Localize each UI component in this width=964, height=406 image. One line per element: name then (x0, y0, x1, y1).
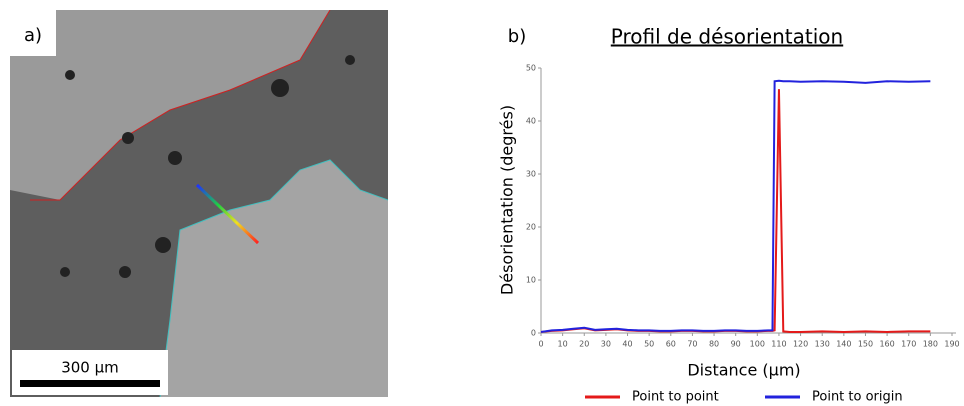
x-tick-label: 90 (731, 340, 741, 349)
x-axis-label: Distance (µm) (687, 361, 800, 380)
pore (168, 151, 182, 165)
micrograph (10, 10, 388, 397)
x-tick-label: 150 (858, 340, 873, 349)
x-tick-label: 60 (666, 340, 676, 349)
pore (271, 79, 289, 97)
x-tick-label: 30 (601, 340, 611, 349)
x-tick-label: 100 (750, 340, 765, 349)
x-tick-label: 0 (538, 340, 543, 349)
x-tick-label: 190 (944, 340, 959, 349)
panel-label: b) (508, 26, 526, 47)
y-tick-label: 10 (526, 276, 536, 285)
y-tick-label: 40 (526, 117, 536, 126)
pore (60, 267, 70, 277)
x-tick-label: 110 (771, 340, 786, 349)
x-tick-label: 70 (687, 340, 697, 349)
pore (155, 237, 171, 253)
x-tick-label: 80 (709, 340, 719, 349)
series-line (540, 79, 931, 333)
x-tick-label: 140 (836, 340, 851, 349)
x-tick-label: 50 (644, 340, 654, 349)
pore (119, 266, 131, 278)
grain-boundary (30, 10, 331, 201)
pore (65, 70, 75, 80)
x-tick-label: 10 (558, 340, 568, 349)
legend-label: Point to origin (812, 390, 903, 405)
chart-title: Profil de désorientation (611, 25, 843, 49)
x-tick-label: 160 (879, 340, 894, 349)
y-axis-label: Désorientation (degrés) (498, 105, 517, 295)
x-tick-label: 120 (793, 340, 808, 349)
y-tick-label: 50 (526, 64, 536, 73)
grain-boundary (159, 159, 388, 397)
pore (122, 132, 134, 144)
profile-line (195, 183, 260, 245)
x-tick-label: 170 (901, 340, 916, 349)
x-tick-label: 20 (579, 340, 589, 349)
legend-label: Point to point (632, 390, 719, 405)
y-tick-label: 20 (526, 223, 536, 232)
label-box (10, 10, 56, 56)
scale-bar-label: 300 µm (61, 359, 119, 377)
light-grain (160, 160, 388, 397)
scale-bar-box (12, 350, 168, 395)
pore (345, 55, 355, 65)
series-line (540, 89, 931, 333)
y-tick-label: 30 (526, 170, 536, 179)
x-tick-label: 130 (815, 340, 830, 349)
y-tick-label: 0 (531, 329, 536, 338)
x-tick-label: 40 (622, 340, 632, 349)
light-grain (10, 10, 330, 200)
x-tick-label: 180 (923, 340, 938, 349)
scale-bar (20, 380, 160, 387)
panel-label: a) (24, 25, 42, 46)
